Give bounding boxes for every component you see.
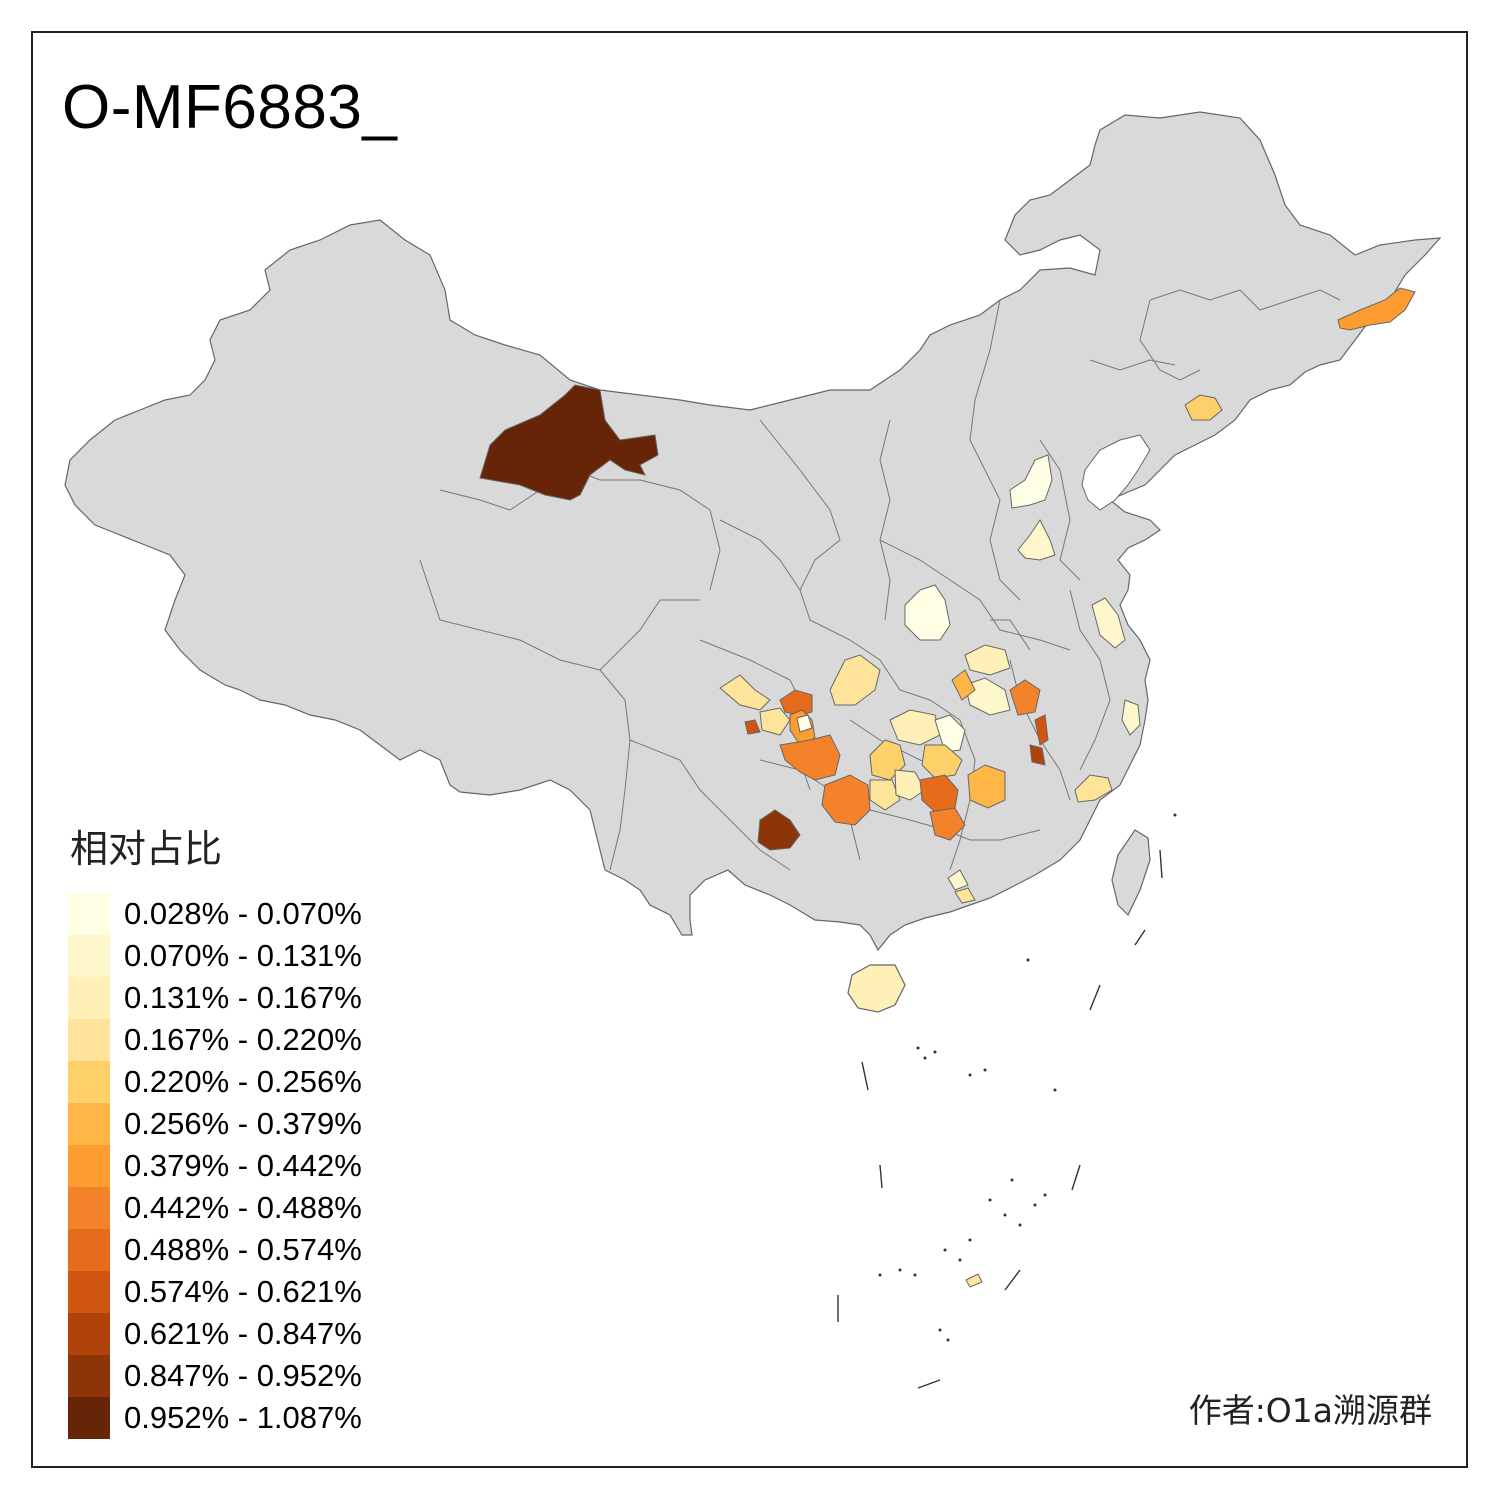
legend-swatch — [68, 1019, 110, 1061]
data-regions — [479, 287, 1416, 904]
region-hubei-west — [951, 669, 976, 701]
legend-swatch — [68, 1313, 110, 1355]
legend-swatch — [68, 977, 110, 1019]
region-yunnan — [757, 809, 801, 851]
legend-rows: 0.028% - 0.070% 0.070% - 0.131% 0.131% - 0… — [68, 893, 362, 1439]
legend-label: 0.488% - 0.574% — [124, 1232, 362, 1267]
taiwan — [1111, 829, 1151, 917]
region-jiangxi-north — [1034, 714, 1049, 746]
legend-label: 0.442% - 0.488% — [124, 1190, 362, 1225]
legend-label: 0.847% - 0.952% — [124, 1358, 362, 1393]
region-chongqing-west — [759, 707, 791, 736]
region-zhejiang — [1121, 699, 1141, 736]
region-shaanxi-south — [829, 654, 881, 706]
legend-label: 0.256% - 0.379% — [124, 1106, 362, 1141]
legend-label: 0.621% - 0.847% — [124, 1316, 362, 1351]
legend-swatch — [68, 1187, 110, 1229]
legend-item: 0.028% - 0.070% — [68, 893, 362, 935]
legend-title: 相对占比 — [70, 827, 223, 871]
legend-label: 0.379% - 0.442% — [124, 1148, 362, 1183]
region-sichuan-north — [779, 689, 813, 716]
legend-swatch — [68, 1061, 110, 1103]
legend-item: 0.952% - 1.087% — [68, 1397, 362, 1439]
region-sichuan-west-small — [744, 719, 761, 735]
region-fujian — [1074, 774, 1113, 803]
legend-label: 0.070% - 0.131% — [124, 938, 362, 973]
region-jiangxi-west — [967, 764, 1006, 809]
region-hunan-north — [921, 744, 963, 779]
region-guangdong-coast — [954, 887, 976, 904]
region-hunan-west — [869, 779, 901, 811]
hainan — [847, 964, 906, 1013]
legend-item: 0.847% - 0.952% — [68, 1355, 362, 1397]
region-sichuan-core — [796, 714, 813, 733]
map-title: O-MF6883_ — [62, 73, 398, 142]
region-heilongjiang-east — [1337, 287, 1416, 331]
legend-item: 0.574% - 0.621% — [68, 1271, 362, 1313]
legend-item: 0.070% - 0.131% — [68, 935, 362, 977]
region-liaoning — [1184, 394, 1223, 421]
region-hubei-north — [964, 644, 1011, 676]
legend-label: 0.028% - 0.070% — [124, 896, 362, 931]
legend-item: 0.379% - 0.442% — [68, 1145, 362, 1187]
region-anhui-east — [1009, 679, 1041, 716]
region-guizhou-east — [894, 769, 926, 801]
china-land — [64, 111, 1442, 952]
legend-item: 0.131% - 0.167% — [68, 977, 362, 1019]
region-beijing-hebei — [1009, 454, 1053, 509]
region-henan — [904, 584, 951, 641]
nine-dash-line — [837, 849, 1163, 1389]
region-guangdong-north — [947, 869, 969, 891]
legend-label: 0.167% - 0.220% — [124, 1022, 362, 1057]
legend-item: 0.442% - 0.488% — [68, 1187, 362, 1229]
region-hunan-south — [929, 807, 966, 841]
legend-swatch — [68, 1355, 110, 1397]
legend-swatch — [68, 1103, 110, 1145]
legend: 相对占比 0.028% - 0.070% 0.070% - 0.131% 0.131… — [68, 818, 362, 1439]
legend-swatch — [68, 1145, 110, 1187]
region-sichuan-south — [779, 734, 841, 781]
legend-item: 0.220% - 0.256% — [68, 1061, 362, 1103]
region-xinjiang-north — [479, 384, 659, 501]
legend-swatch — [68, 1271, 110, 1313]
legend-item: 0.621% - 0.847% — [68, 1313, 362, 1355]
legend-swatch — [68, 935, 110, 977]
bohai-sea — [1081, 434, 1151, 511]
legend-label: 0.952% - 1.087% — [124, 1400, 362, 1435]
island-marker — [965, 1273, 983, 1288]
island-dots — [878, 813, 1177, 1342]
legend-label: 0.574% - 0.621% — [124, 1274, 362, 1309]
legend-swatch — [68, 893, 110, 935]
region-guizhou-west — [821, 774, 871, 826]
author-credit: 作者:O1a溯源群 — [1188, 1391, 1432, 1430]
region-anhui — [964, 677, 1011, 716]
legend-item: 0.488% - 0.574% — [68, 1229, 362, 1271]
legend-swatch — [68, 1397, 110, 1439]
region-hebei-south — [1017, 519, 1056, 561]
legend-item: 0.167% - 0.220% — [68, 1019, 362, 1061]
legend-label: 0.131% - 0.167% — [124, 980, 362, 1015]
map-frame — [31, 31, 1468, 1468]
region-gansu-south — [719, 674, 771, 711]
region-jiangsu — [1091, 597, 1126, 649]
legend-label: 0.220% - 0.256% — [124, 1064, 362, 1099]
region-jiangxi-mid — [1029, 744, 1046, 766]
legend-swatch — [68, 1229, 110, 1271]
legend-item: 0.256% - 0.379% — [68, 1103, 362, 1145]
